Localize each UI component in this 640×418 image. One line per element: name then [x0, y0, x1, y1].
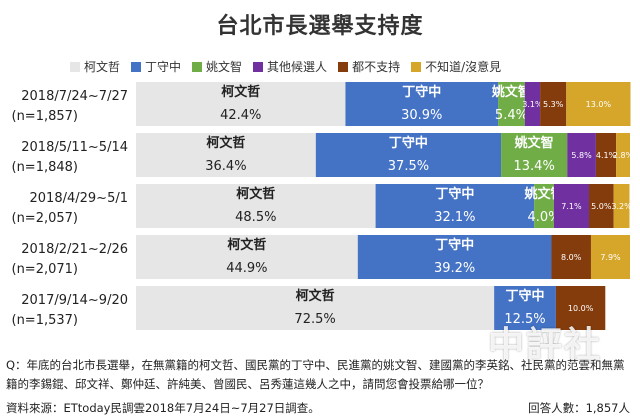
bar-s0-c1	[136, 133, 316, 177]
bar-name-s0-c4: 柯文哲	[296, 288, 335, 304]
bar-value-s3-c1: 5.8%	[571, 151, 592, 160]
bar-s4-c3	[551, 235, 591, 279]
bar-s2-c1	[501, 133, 568, 177]
bar-name-s1-c0: 丁守中	[402, 84, 441, 100]
bar-s1-c1	[315, 133, 502, 177]
legend-swatch-1	[131, 62, 142, 72]
category-date-2: 2018/4/29~5/1	[30, 191, 128, 206]
bar-s1-c4	[494, 286, 556, 330]
bar-s3-c1	[567, 133, 596, 177]
bar-value-s4-c1: 4.1%	[596, 151, 617, 160]
legend-swatch-0	[70, 62, 80, 72]
bar-value-s1-c2: 32.1%	[434, 210, 475, 225]
bar-value-s0-c4: 72.5%	[294, 312, 335, 327]
bar-value-s4-c4: 10.0%	[568, 304, 594, 313]
bar-value-s2-c2: 4.0%	[528, 210, 561, 225]
bar-value-s1-c3: 39.2%	[434, 261, 475, 276]
bar-s5-c3	[590, 235, 630, 279]
bar-value-s2-c1: 13.4%	[514, 159, 555, 174]
bar-value-s0-c3: 44.9%	[226, 261, 267, 276]
category-n-2: (n=2,057)	[12, 211, 79, 226]
legend-swatch-5	[411, 62, 422, 72]
category-n-4: (n=1,537)	[12, 313, 79, 328]
category-n-0: (n=1,857)	[12, 109, 79, 124]
bar-value-s5-c0: 13.0%	[586, 100, 612, 109]
legend-item-5: 不知道/沒意見	[411, 58, 501, 75]
bar-value-s4-c0: 5.3%	[543, 100, 564, 109]
bar-s4-c0	[540, 82, 567, 126]
bar-s5-c0	[566, 82, 631, 126]
bar-name-s2-c0: 姚文智	[491, 84, 531, 100]
bar-name-s0-c3: 柯文哲	[227, 237, 266, 253]
legend-swatch-2	[192, 62, 203, 72]
respondent-count: 回答人數：1,857人	[528, 401, 630, 415]
bar-s1-c2	[375, 184, 535, 228]
bar-s3-c2	[553, 184, 589, 228]
category-date-4: 2017/9/14~9/20	[21, 293, 128, 308]
legend-label-2: 姚文智	[206, 60, 243, 74]
bar-name-s1-c2: 丁守中	[435, 186, 474, 202]
bar-value-s5-c2: 3.2%	[611, 202, 632, 211]
legend-label-5: 不知道/沒意見	[425, 60, 502, 74]
legend-swatch-3	[253, 62, 264, 72]
survey-question: Q：年底的台北市長選舉，在無黨籍的柯文哲、國民黨的丁守中、民進黨的姚文智、建國黨…	[6, 358, 625, 391]
bar-value-s4-c3: 8.0%	[561, 253, 582, 262]
category-n-1: (n=1,848)	[12, 160, 79, 175]
bar-s4-c1	[595, 133, 617, 177]
bar-name-s1-c1: 丁守中	[389, 135, 428, 151]
legend-label-3: 其他候選人	[267, 60, 328, 74]
bar-name-s2-c2: 姚文智	[524, 186, 564, 202]
legend-item-4: 都不支持	[338, 58, 400, 75]
bar-value-s0-c1: 36.4%	[205, 159, 246, 174]
bar-s3-c0	[524, 82, 541, 126]
bar-s1-c0	[345, 82, 499, 126]
legend-label-4: 都不支持	[352, 60, 401, 74]
bar-value-s1-c4: 12.5%	[504, 312, 545, 327]
category-date-3: 2018/2/21~2/26	[21, 242, 128, 257]
category-date-1: 2018/5/11~5/14	[21, 140, 128, 155]
bar-value-s5-c1: 2.8%	[613, 151, 634, 160]
bar-s1-c3	[357, 235, 552, 279]
legend-label-0: 柯文哲	[84, 60, 121, 74]
legend-swatch-4	[338, 62, 349, 72]
legend-item-1: 丁守中	[131, 58, 181, 75]
bar-name-s0-c2: 柯文哲	[236, 186, 275, 202]
bar-value-s4-c2: 5.0%	[591, 202, 612, 211]
bar-value-s3-c0: 3.1%	[522, 100, 543, 109]
legend-label-1: 丁守中	[145, 60, 182, 74]
bar-name-s2-c1: 姚文智	[514, 135, 554, 151]
bar-s4-c2	[589, 184, 614, 228]
bar-s0-c3	[136, 235, 358, 279]
legend-item-3: 其他候選人	[253, 58, 327, 75]
bar-value-s1-c0: 30.9%	[401, 108, 442, 123]
bar-value-s2-c0: 5.4%	[495, 108, 528, 123]
bar-value-s1-c1: 37.5%	[388, 159, 429, 174]
bar-value-s0-c0: 42.4%	[220, 108, 261, 123]
bar-name-s1-c3: 丁守中	[435, 237, 474, 253]
chart-title: 台北市長選舉支持度	[216, 14, 424, 39]
bar-s2-c0	[498, 82, 525, 126]
watermark-logo: 中評社	[488, 324, 603, 366]
bar-s2-c2	[534, 184, 554, 228]
data-source: 資料來源：ETtoday民調雲2018年7月24日~7月27日調查。	[6, 401, 320, 415]
category-n-3: (n=2,071)	[12, 262, 79, 277]
bar-name-s1-c4: 丁守中	[506, 288, 545, 304]
bar-value-s0-c2: 48.5%	[235, 210, 276, 225]
legend-item-2: 姚文智	[192, 58, 242, 75]
bar-s4-c4	[555, 286, 606, 330]
bar-s0-c4	[136, 286, 495, 330]
bar-name-s0-c1: 柯文哲	[206, 135, 245, 151]
bar-name-s0-c0: 柯文哲	[221, 84, 260, 100]
legend-item-0: 柯文哲	[70, 58, 120, 75]
bar-s0-c2	[136, 184, 376, 228]
bar-s5-c2	[613, 184, 630, 228]
bar-s0-c0	[136, 82, 346, 126]
stacked-bar-chart: 2018/7/24~7/27 (n=1,857) 柯文哲 42.4% 丁守中 30.9% 姚…	[11, 82, 634, 330]
bar-value-s5-c3: 7.9%	[600, 253, 621, 262]
bar-value-s3-c2: 7.1%	[561, 202, 582, 211]
bar-s5-c1	[616, 133, 630, 177]
legend: 柯文哲 丁守中 姚文智 其他候選人 都不支持 不知道/沒意見	[70, 58, 512, 74]
category-date-0: 2018/7/24~7/27	[21, 89, 128, 104]
